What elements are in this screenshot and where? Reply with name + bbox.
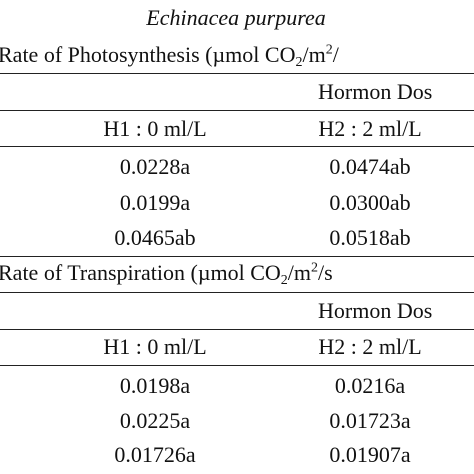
- rule: [0, 365, 474, 366]
- cell: 0.0228a: [119, 154, 191, 179]
- section-heading: Rate of Transpiration (µmol CO2/m2/s: [0, 260, 333, 288]
- heading-text: Rate of Transpiration (µmol CO: [0, 260, 281, 285]
- heading-subscript: 2: [280, 273, 288, 288]
- species-title: Echinacea purpurea: [146, 5, 326, 30]
- rule: [0, 329, 474, 330]
- cell: 0.0474ab: [329, 154, 411, 179]
- cell: 0.0518ab: [329, 225, 411, 250]
- heading-text: Rate of Photosynthesis (µmol CO: [0, 42, 296, 67]
- heading-subscript: 2: [295, 55, 303, 70]
- rule: [0, 110, 474, 111]
- heading-superscript: 2: [325, 42, 333, 58]
- cell: 0.01726a: [114, 442, 196, 467]
- cell: 0.01907a: [329, 442, 411, 467]
- heading-text: /m: [287, 260, 312, 285]
- cell: 0.01723a: [329, 408, 411, 433]
- group-header: Hormon Dos: [318, 298, 433, 323]
- rule: [0, 256, 474, 257]
- cell: 0.0300ab: [329, 190, 411, 215]
- column-header: H1 : 0 ml/L: [103, 334, 207, 359]
- heading-text: /m: [302, 42, 326, 67]
- section-heading: Rate of Photosynthesis (µmol CO2/m2/: [0, 42, 339, 70]
- cell: 0.0198a: [119, 373, 191, 398]
- rule: [0, 73, 474, 74]
- heading-text: /: [332, 42, 339, 67]
- column-header: H2 : 2 ml/L: [318, 116, 422, 141]
- cell: 0.0199a: [119, 190, 191, 215]
- group-header: Hormon Dos: [318, 79, 433, 104]
- cell: 0.0225a: [119, 408, 191, 433]
- rule: [0, 292, 474, 293]
- rule: [0, 146, 474, 147]
- cell: 0.0465ab: [114, 225, 196, 250]
- heading-superscript: 2: [311, 260, 319, 276]
- cell: 0.0216a: [334, 373, 406, 398]
- heading-text: /s: [318, 260, 333, 285]
- column-header: H2 : 2 ml/L: [318, 334, 422, 359]
- column-header: H1 : 0 ml/L: [103, 116, 207, 141]
